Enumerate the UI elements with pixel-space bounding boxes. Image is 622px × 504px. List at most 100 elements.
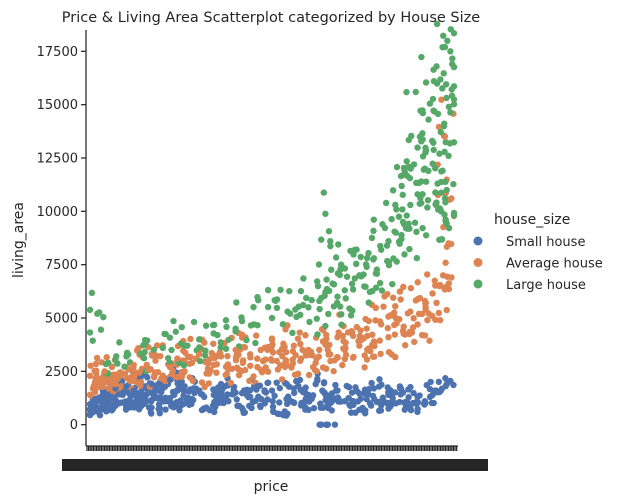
scatter-point — [438, 189, 445, 196]
scatter-point — [250, 303, 257, 311]
scatter-point — [404, 399, 411, 407]
scatter-point — [90, 383, 97, 390]
scatter-point — [247, 362, 254, 369]
scatter-point — [332, 254, 340, 261]
scatter-point — [419, 224, 426, 232]
scatter-point — [196, 351, 203, 358]
scatter-point — [259, 357, 267, 365]
scatter-point — [312, 380, 319, 388]
scatter-point — [114, 360, 121, 367]
scatter-point — [442, 178, 449, 186]
y-tick-label: 17500 — [37, 45, 78, 60]
scatter-point — [357, 395, 364, 403]
scatter-point — [387, 400, 394, 407]
scatter-point — [385, 238, 392, 245]
scatter-point — [188, 359, 196, 366]
scatter-point — [426, 100, 434, 107]
scatter-point — [369, 331, 376, 338]
scatter-point — [291, 399, 298, 407]
scatter-point — [166, 359, 173, 366]
scatter-point — [290, 385, 298, 392]
scatter-point — [363, 325, 370, 332]
scatter-point — [297, 355, 305, 362]
scatter-point — [338, 321, 345, 328]
scatter-point — [399, 191, 406, 199]
scatter-point — [422, 306, 429, 313]
scatter-point — [327, 238, 334, 245]
scatter-point — [327, 351, 334, 358]
scatter-point — [246, 393, 254, 401]
scatter-point — [343, 273, 351, 280]
scatter-point — [87, 362, 94, 369]
scatter-point — [224, 352, 231, 360]
scatter-point — [305, 346, 312, 354]
scatter-point — [421, 297, 429, 305]
scatter-point — [405, 136, 412, 144]
scatter-point — [439, 167, 446, 174]
scatter-point — [297, 311, 304, 319]
scatter-point — [332, 381, 339, 389]
y-tick-label: 2500 — [45, 365, 78, 380]
scatter-point — [196, 336, 203, 343]
scatter-point — [356, 342, 363, 349]
scatter-point — [378, 402, 385, 409]
scatter-point — [429, 160, 436, 167]
scatter-point — [217, 380, 225, 388]
scatter-point — [210, 361, 217, 369]
scatter-point — [349, 354, 357, 361]
scatter-point — [152, 357, 159, 364]
scatter-point — [418, 178, 425, 185]
scatter-point — [406, 245, 413, 253]
scatter-point — [363, 263, 370, 270]
scatter-point — [362, 315, 369, 323]
legend-marker — [473, 258, 483, 267]
scatter-point — [112, 380, 119, 388]
scatter-point — [348, 329, 356, 337]
scatter-point — [414, 191, 421, 198]
scatter-point — [157, 352, 164, 360]
scatter-point — [393, 206, 400, 213]
scatter-point — [447, 48, 454, 55]
scatter-point — [434, 110, 442, 118]
scatter-point — [411, 219, 419, 226]
scatter-point — [310, 404, 318, 412]
scatter-point — [390, 294, 397, 301]
y-tick-label: 15000 — [37, 98, 78, 113]
scatter-point — [92, 395, 99, 403]
scatter-point — [273, 357, 280, 365]
scatter-point — [211, 398, 218, 406]
scatter-point — [86, 372, 94, 380]
scatter-point — [222, 317, 230, 324]
y-tick-label: 0 — [70, 418, 78, 433]
scatter-point — [225, 398, 232, 405]
scatter-point — [414, 399, 422, 406]
scatter-point — [268, 357, 276, 364]
scatter-point — [403, 158, 410, 165]
scatter-point — [439, 272, 447, 279]
scatter-point — [300, 275, 307, 282]
scatter-point — [370, 227, 377, 235]
scatter-point — [421, 332, 429, 339]
scatter-point — [413, 254, 420, 262]
scatter-point — [188, 395, 196, 403]
scatter-point — [317, 421, 325, 428]
chart-title: Price & Living Area Scatterplot categori… — [62, 10, 480, 26]
scatter-point — [183, 399, 191, 406]
scatter-point — [376, 376, 383, 383]
scatter-point — [196, 357, 204, 365]
scatter-point — [392, 314, 399, 322]
scatter-point — [86, 391, 94, 398]
scatter-point — [422, 79, 430, 86]
scatter-point — [399, 206, 406, 213]
scatter-point — [239, 359, 247, 366]
scatter-point — [434, 180, 441, 187]
scatter-point — [429, 95, 437, 103]
scatter-point — [302, 332, 309, 339]
scatter-point — [375, 383, 383, 390]
scatter-point — [254, 383, 261, 390]
scatter-point — [119, 391, 126, 398]
scatter-point — [94, 374, 101, 381]
scatter-point — [432, 387, 439, 394]
scatter-point — [277, 362, 284, 369]
scatter-point — [449, 55, 456, 62]
